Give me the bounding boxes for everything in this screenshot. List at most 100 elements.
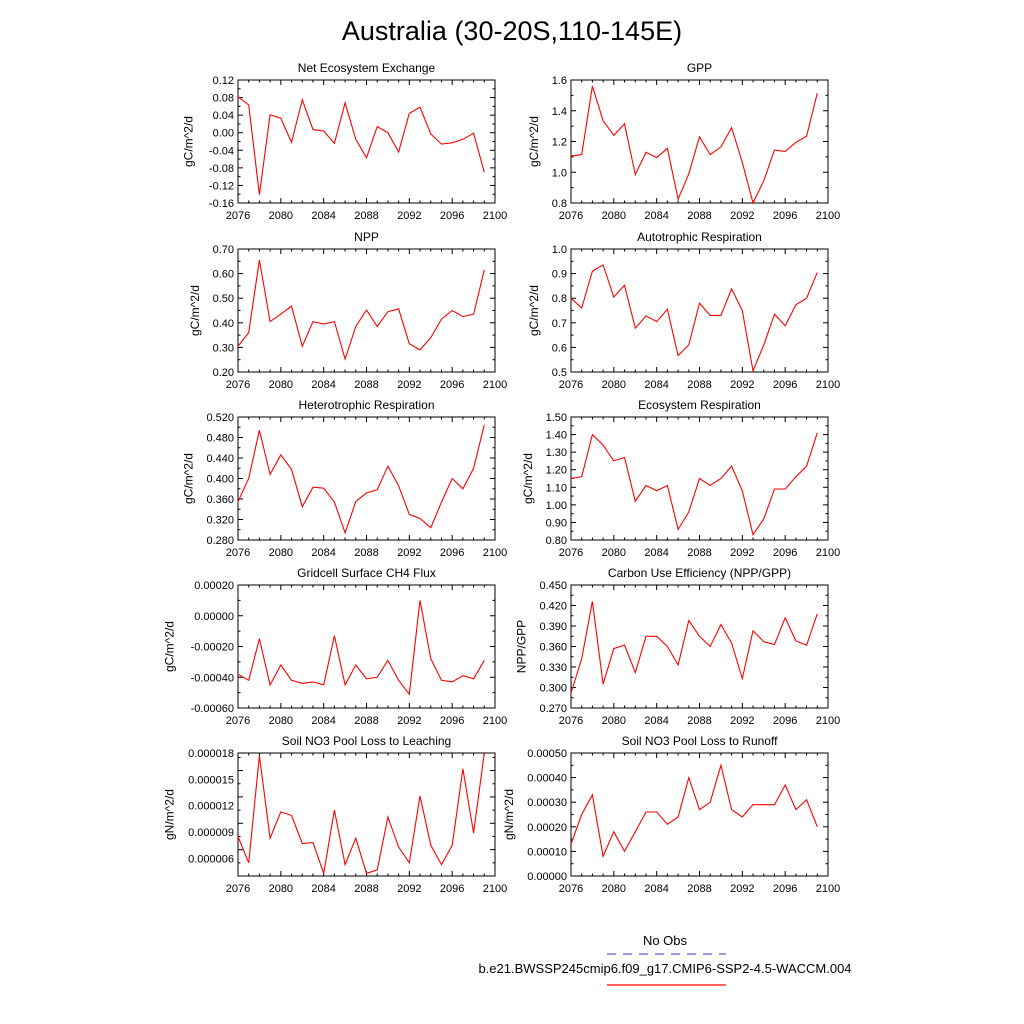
panel-title: Ecosystem Respiration — [638, 398, 761, 412]
y-tick-label: 0.30 — [213, 342, 234, 354]
x-tick-label: 2092 — [730, 379, 754, 391]
x-tick-label: 2088 — [687, 547, 711, 559]
y-tick-label: 0.7 — [552, 318, 567, 330]
x-tick-label: 2096 — [440, 379, 464, 391]
y-tick-label: 0.12 — [213, 75, 234, 87]
x-tick-label: 2092 — [397, 547, 421, 559]
x-tick-label: 2080 — [602, 883, 626, 895]
x-tick-label: 2092 — [730, 883, 754, 895]
panel-title: Soil NO3 Pool Loss to Runoff — [622, 734, 779, 748]
y-tick-label: 0.60 — [213, 269, 234, 281]
x-tick-label: 2084 — [644, 379, 668, 391]
x-tick-label: 2100 — [483, 379, 507, 391]
x-tick-label: 2096 — [773, 883, 797, 895]
x-tick-label: 2084 — [644, 210, 668, 222]
x-tick-label: 2076 — [226, 210, 250, 222]
y-tick-label: 0.360 — [206, 494, 234, 506]
x-tick-label: 2100 — [816, 715, 840, 727]
y-tick-label: 0.270 — [539, 703, 567, 715]
series-line — [237, 260, 485, 361]
x-tick-label: 2080 — [602, 379, 626, 391]
y-tick-label: 0.000015 — [188, 774, 234, 786]
y-axis-label: gN/m^2/d — [163, 789, 177, 840]
x-tick-label: 2076 — [226, 547, 250, 559]
x-tick-label: 2088 — [354, 883, 378, 895]
x-tick-label: 2080 — [602, 547, 626, 559]
y-tick-label: -0.00020 — [191, 642, 234, 654]
x-tick-label: 2100 — [483, 715, 507, 727]
series-line — [237, 600, 485, 696]
plot-frame — [570, 584, 829, 709]
y-tick-label: 0.00 — [213, 128, 234, 140]
x-tick-label: 2080 — [269, 379, 293, 391]
x-tick-label: 2088 — [354, 210, 378, 222]
y-tick-label: 1.40 — [546, 430, 567, 442]
x-tick-label: 2080 — [269, 547, 293, 559]
y-axis-label: gC/m^2/d — [182, 116, 196, 167]
x-tick-label: 2096 — [440, 715, 464, 727]
x-tick-label: 2100 — [816, 883, 840, 895]
x-tick-label: 2100 — [483, 547, 507, 559]
y-tick-label: 1.20 — [546, 465, 567, 477]
x-tick-label: 2084 — [644, 547, 668, 559]
y-tick-label: 0.40 — [213, 318, 234, 330]
y-tick-label: 1.2 — [552, 137, 567, 149]
x-tick-label: 2084 — [311, 210, 335, 222]
panel-title: Soil NO3 Pool Loss to Leaching — [282, 734, 451, 748]
y-tick-label: 0.08 — [213, 93, 234, 105]
y-axis-label: gC/m^2/d — [527, 285, 541, 336]
x-tick-label: 2076 — [559, 379, 583, 391]
y-tick-label: 0.00000 — [527, 871, 567, 883]
x-tick-label: 2076 — [559, 547, 583, 559]
y-axis-label: gN/m^2/d — [502, 789, 516, 840]
y-tick-label: 1.0 — [552, 244, 567, 256]
x-tick-label: 2076 — [226, 379, 250, 391]
y-tick-label: 0.000018 — [188, 748, 234, 760]
y-tick-label: 0.000006 — [188, 853, 234, 865]
y-tick-label: 0.300 — [539, 683, 567, 695]
x-tick-label: 2080 — [602, 210, 626, 222]
y-tick-label: 1.00 — [546, 500, 567, 512]
x-tick-label: 2092 — [397, 210, 421, 222]
plot-frame — [570, 79, 829, 204]
x-tick-label: 2076 — [559, 715, 583, 727]
x-tick-label: 2084 — [311, 883, 335, 895]
panel-title: Autotrophic Respiration — [637, 230, 762, 244]
y-tick-label: 0.00000 — [194, 611, 234, 623]
x-tick-label: 2084 — [644, 715, 668, 727]
y-tick-label: 0.000012 — [188, 801, 234, 813]
legend: No Obs b.e21.BWSSP245cmip6.f09_g17.CMIP6… — [478, 933, 852, 986]
x-tick-label: 2076 — [226, 715, 250, 727]
x-tick-label: 2096 — [440, 210, 464, 222]
y-tick-label: 0.8 — [552, 293, 567, 305]
y-tick-label: 0.360 — [539, 642, 567, 654]
y-axis-label: gC/m^2/d — [521, 453, 535, 504]
x-tick-label: 2088 — [687, 379, 711, 391]
x-tick-label: 2100 — [483, 883, 507, 895]
x-tick-label: 2084 — [644, 883, 668, 895]
series-line — [570, 432, 818, 537]
x-tick-label: 2088 — [687, 210, 711, 222]
y-tick-label: 0.00050 — [527, 748, 567, 760]
series-line — [570, 763, 818, 859]
panel-title: Gridcell Surface CH4 Flux — [297, 566, 436, 580]
y-axis-label: NPP/GPP — [515, 620, 529, 673]
y-tick-label: 0.330 — [539, 662, 567, 674]
y-tick-label: 0.70 — [213, 244, 234, 256]
y-axis-label: gC/m^2/d — [182, 453, 196, 504]
plot-frame — [570, 752, 829, 877]
y-tick-label: 1.0 — [552, 167, 567, 179]
y-tick-label: 0.320 — [206, 515, 234, 527]
legend-obs-label: No Obs — [643, 933, 688, 948]
x-tick-label: 2092 — [730, 715, 754, 727]
panel-8: Soil NO3 Pool Loss to Leaching 2076 2080 20… — [163, 734, 508, 895]
x-tick-label: 2092 — [397, 715, 421, 727]
y-tick-label: -0.08 — [209, 163, 234, 175]
panel-1: GPP 2076 2080 2084 2088 2092 2096 2100 1.6 1.4 1.2… — [527, 61, 840, 222]
y-axis-label: gC/m^2/d — [527, 116, 541, 167]
x-tick-label: 2100 — [816, 210, 840, 222]
plot-frame — [237, 584, 496, 709]
x-tick-label: 2088 — [354, 547, 378, 559]
panels: Net Ecosystem Exchange 2076 2080 2084 2088 20… — [163, 61, 841, 895]
x-tick-label: 2096 — [773, 715, 797, 727]
